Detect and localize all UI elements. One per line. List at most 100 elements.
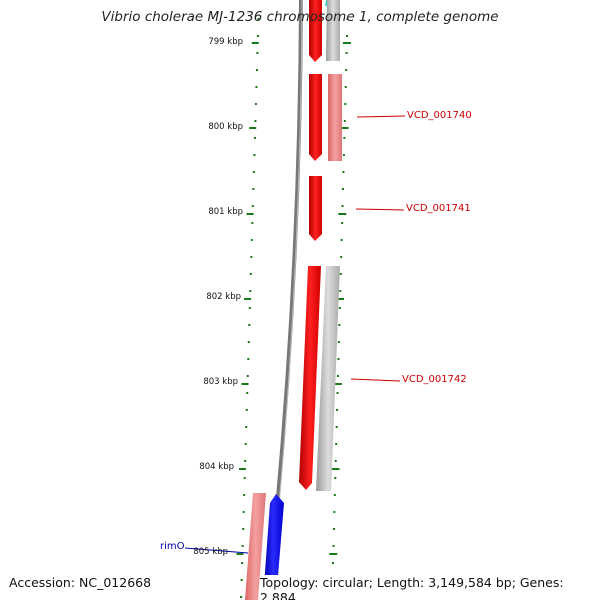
minor-tick	[254, 120, 257, 122]
minor-tick	[251, 205, 254, 207]
gene-label-vcd-001742[interactable]: VCD_001742	[402, 374, 467, 385]
minor-tick	[337, 341, 340, 343]
minor-tick	[254, 103, 257, 105]
major-tick	[331, 468, 340, 470]
major-tick	[338, 213, 347, 215]
minor-tick	[332, 545, 335, 547]
minor-tick	[346, 18, 349, 20]
minor-tick	[345, 52, 348, 54]
minor-tick	[250, 239, 253, 241]
minor-tick	[340, 239, 343, 241]
minor-tick	[247, 358, 250, 360]
minor-tick	[257, 18, 260, 20]
gene-label-vcd-001741[interactable]: VCD_001741	[406, 203, 471, 214]
minor-tick	[337, 375, 339, 377]
minor-tick	[341, 205, 344, 207]
outer-tick-track	[331, 18, 349, 598]
minor-tick	[252, 171, 255, 173]
genome-title: Vibrio cholerae MJ-1236 chromosome 1, co…	[101, 9, 499, 25]
tick-label-801: 801 kbp	[208, 207, 243, 217]
minor-tick	[342, 154, 345, 156]
minor-tick	[241, 545, 244, 547]
minor-tick	[242, 511, 245, 513]
minor-tick	[244, 460, 247, 462]
major-tick	[244, 298, 252, 300]
tick-label-804: 804 kbp	[199, 462, 234, 472]
tick-label-800: 800 kbp	[208, 122, 243, 132]
major-tick	[238, 468, 246, 470]
minor-tick	[248, 307, 251, 309]
inner-tick-track	[240, 18, 260, 598]
minor-tick	[332, 528, 335, 530]
minor-tick	[338, 324, 341, 326]
minor-tick	[335, 443, 338, 445]
gene-feature	[245, 493, 266, 600]
major-tick	[241, 383, 249, 385]
genome-summary-text: Topology: circular; Length: 3,149,584 bp…	[260, 575, 600, 600]
minor-tick	[342, 171, 345, 173]
minor-tick	[247, 341, 250, 343]
major-tick	[333, 383, 342, 385]
minor-tick	[333, 511, 336, 513]
minor-tick	[340, 256, 343, 258]
tick-label-802: 802 kbp	[206, 292, 241, 302]
cds-arrow	[309, 74, 322, 161]
minor-tick	[249, 290, 252, 292]
gene-label-rimo[interactable]: rimO	[160, 541, 185, 552]
rimo-gene-arrow	[263, 494, 284, 600]
minor-tick	[246, 375, 249, 377]
minor-tick	[344, 103, 347, 105]
label-leader-line	[355, 208, 405, 211]
minor-tick	[255, 69, 258, 71]
tick-label-803: 803 kbp	[203, 377, 238, 387]
tick-label-805: 805 kbp	[193, 547, 228, 557]
major-tick	[342, 42, 351, 44]
minor-tick	[253, 137, 256, 139]
minor-tick	[245, 409, 248, 411]
major-tick	[251, 42, 259, 44]
minor-tick	[339, 290, 342, 292]
minor-tick	[256, 35, 259, 37]
cds-arrow	[309, 176, 322, 241]
minor-tick	[337, 358, 340, 360]
minor-tick	[336, 392, 339, 394]
minor-tick	[244, 443, 247, 445]
minor-tick	[334, 460, 337, 462]
minor-tick	[343, 120, 346, 122]
label-leader-line	[184, 547, 249, 554]
tick-label-799: 799 kbp	[208, 37, 243, 47]
minor-tick	[252, 188, 255, 190]
minor-tick	[336, 409, 339, 411]
minor-tick	[243, 494, 246, 496]
minor-tick	[249, 273, 252, 275]
minor-tick	[243, 477, 246, 479]
minor-tick	[344, 86, 347, 88]
major-tick	[246, 213, 254, 215]
major-tick	[236, 553, 244, 555]
minor-tick	[240, 579, 243, 581]
minor-tick	[251, 222, 254, 224]
minor-tick	[346, 35, 349, 37]
minor-tick	[343, 137, 346, 139]
minor-tick	[242, 528, 245, 530]
gene-feature	[316, 266, 340, 491]
minor-tick	[246, 392, 249, 394]
minor-tick	[255, 86, 258, 88]
minor-tick	[335, 426, 338, 428]
major-tick	[249, 127, 257, 129]
minor-tick	[339, 273, 342, 275]
gene-feature	[328, 74, 342, 161]
label-leader-line	[350, 378, 401, 382]
accession-text: Accession: NC_012668	[9, 575, 152, 590]
gene-label-vcd-001740[interactable]: VCD_001740	[407, 110, 472, 121]
cds-arrow	[309, 0, 322, 62]
minor-tick	[250, 256, 253, 258]
minor-tick	[341, 222, 344, 224]
minor-tick	[338, 307, 341, 309]
minor-tick	[333, 494, 336, 496]
minor-tick	[245, 426, 248, 428]
minor-tick	[248, 324, 251, 326]
major-tick	[329, 553, 338, 555]
